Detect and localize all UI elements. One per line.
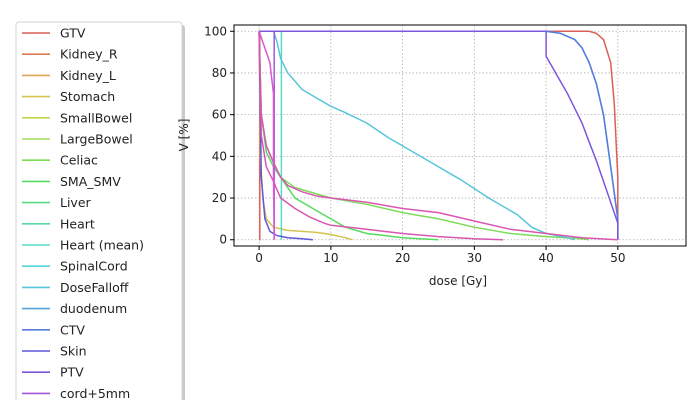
x-axis-label: dose [Gy]: [429, 274, 487, 288]
legend-label-11: SpinalCord: [60, 259, 128, 274]
legend-box: [15, 21, 183, 404]
series-line-dosefalloff: [272, 31, 576, 241]
series-lines: [258, 30, 619, 241]
legend-label-16: PTV: [60, 365, 84, 380]
legend-label-17: cord+5mm: [60, 386, 130, 400]
series-line-skin: [258, 31, 313, 241]
legend-label-8: Liver: [60, 195, 92, 210]
series-line-ptv: [259, 30, 619, 240]
y-tick-label-1: 20: [212, 191, 227, 205]
y-tick-label-0: 0: [219, 233, 227, 247]
series-line-sma-smv: [258, 31, 439, 241]
plot-frame: [233, 24, 687, 247]
legend-label-1: Kidney_R: [60, 47, 118, 62]
x-tick-label-2: 20: [395, 251, 410, 265]
x-tick-label-3: 30: [467, 251, 482, 265]
y-tick-label-4: 80: [212, 66, 227, 80]
series-line-ctv: [545, 30, 619, 240]
legend-label-13: duodenum: [60, 301, 127, 316]
legend-label-3: Stomach: [60, 89, 115, 104]
axes: 0 10 20 30 40 50 0 20 40 60 80 100: [204, 24, 687, 265]
legend-label-7: SMA_SMV: [60, 174, 121, 189]
legend-label-10: Heart (mean): [60, 238, 144, 253]
legend-label-0: GTV: [60, 26, 86, 41]
legend-label-9: Heart: [60, 216, 95, 231]
legend-label-15: Skin: [60, 344, 87, 359]
legend-label-12: DoseFalloff: [60, 280, 129, 295]
legend-label-14: CTV: [60, 322, 85, 337]
x-tick-label-1: 10: [323, 251, 338, 265]
x-tick-label-0: 0: [255, 251, 263, 265]
legend-label-6: Celiac: [60, 153, 98, 168]
legend-label-4: SmallBowel: [60, 110, 132, 125]
series-line-unlabeled-19: [258, 31, 504, 241]
y-axis-label: V [%]: [177, 119, 191, 152]
y-tick-label-5: 100: [204, 24, 227, 38]
x-tick-label-4: 40: [538, 251, 553, 265]
series-line-unlabeled-18: [258, 31, 618, 241]
y-tick-label-2: 40: [212, 149, 227, 163]
legend: GTV Kidney_R Kidney_L Stomach SmallBowel Larg…: [15, 21, 185, 404]
legend-label-5: LargeBowel: [60, 132, 133, 147]
x-tick-label-5: 50: [610, 251, 625, 265]
legend-label-2: Kidney_L: [60, 68, 116, 83]
series-line-celiac: [258, 31, 590, 241]
y-tick-label-3: 60: [212, 108, 227, 122]
series-line-unlabeled-20: [258, 31, 275, 240]
